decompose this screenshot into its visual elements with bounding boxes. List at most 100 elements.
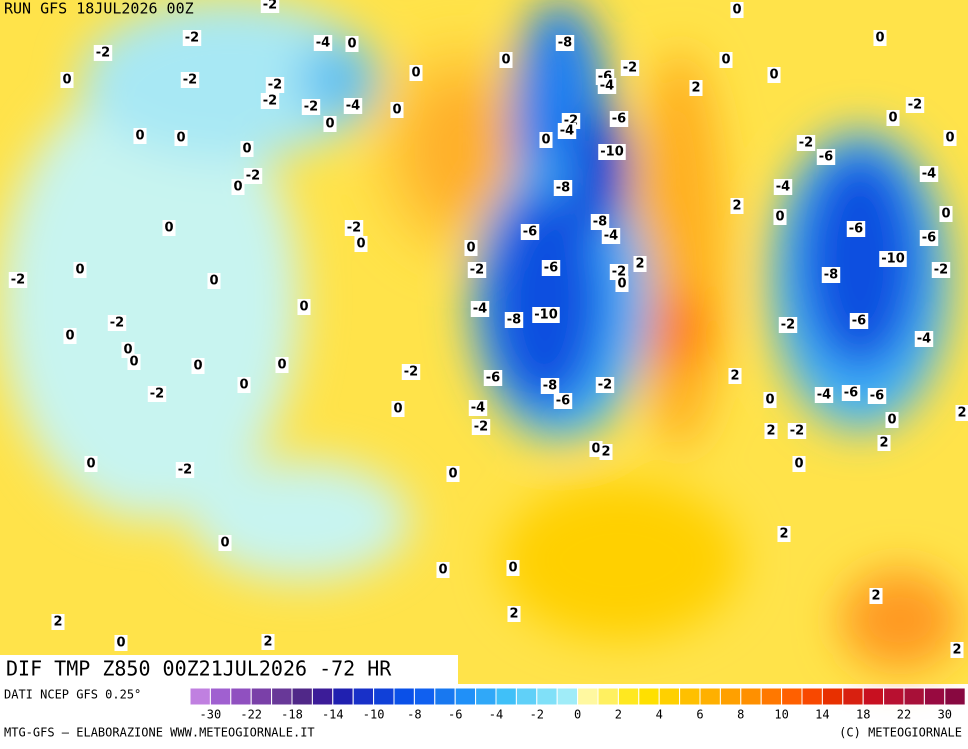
contour-label: 0 [123, 343, 132, 358]
colorbar-box [658, 687, 681, 706]
colorbar-box [230, 687, 252, 706]
contour-label-bg [877, 435, 891, 451]
contour-label: 0 [299, 300, 308, 315]
colorbar-tick-label: -22 [240, 708, 262, 722]
contour-label: 2 [779, 527, 788, 542]
map-title: DIF TMP Z850 00Z21JUL2026 -72 HR [6, 657, 392, 681]
contour-label: -6 [612, 112, 626, 127]
contour-label: 2 [53, 615, 62, 630]
contour-label: 2 [730, 369, 739, 384]
colorbar-tick-label: 2 [615, 708, 622, 722]
contour-label: 0 [541, 133, 550, 148]
contour-label: -2 [183, 73, 197, 88]
colorbar-tick-label: 30 [938, 708, 952, 722]
contour-label-bg [265, 77, 285, 93]
contour-label: 0 [86, 457, 95, 472]
contour-label-bg [261, 634, 275, 650]
contour-label-bg [914, 331, 934, 347]
contour-label-bg [218, 535, 232, 551]
contour-label: -4 [471, 401, 485, 416]
contour-label: 0 [794, 457, 803, 472]
contour-label-bg [51, 614, 65, 630]
colorbar-box [617, 687, 640, 706]
colorbar-box [638, 687, 660, 706]
contour-label-bg [464, 240, 478, 256]
contour-label-bg [345, 36, 359, 52]
contour-label-bg [470, 301, 490, 317]
colorbar-box [434, 687, 456, 706]
contour-label-bg [557, 123, 577, 139]
contour-label: 0 [65, 329, 74, 344]
contour-label-bg [919, 166, 939, 182]
colorbar-box [821, 687, 844, 706]
contour-label: -2 [623, 61, 637, 76]
contour-label-bg [73, 262, 87, 278]
contour-label: -4 [346, 99, 360, 114]
contour-label: 2 [766, 424, 775, 439]
colorbar-tick-label: -14 [322, 708, 344, 722]
contour-label-bg [8, 272, 28, 288]
contour-label: 0 [209, 274, 218, 289]
contour-label-bg [879, 251, 907, 267]
contour-label: -8 [558, 36, 572, 51]
colorbar-box [332, 687, 354, 706]
contour-label: 0 [135, 129, 144, 144]
contour-label-bg [796, 135, 816, 151]
contour-label: 0 [193, 359, 202, 374]
colorbar-tick-label: 6 [696, 708, 703, 722]
contour-label-bg [436, 562, 450, 578]
contour-label: 0 [875, 31, 884, 46]
colorbar-tick-label: -6 [448, 708, 462, 722]
contour-label-bg [344, 220, 364, 236]
contour-label-bg [939, 206, 953, 222]
contour-label: -2 [110, 316, 124, 331]
contour-label: -4 [316, 36, 330, 51]
contour-label: 2 [263, 635, 272, 650]
contour-label: -4 [917, 332, 931, 347]
contour-label: -2 [96, 46, 110, 61]
contour-label: -10 [600, 145, 624, 160]
contour-label-bg [689, 80, 703, 96]
colorbar-box [699, 687, 721, 706]
colorbar-tick-label: 14 [815, 708, 829, 722]
contour-label: -2 [799, 136, 813, 151]
contour-label-bg [553, 180, 573, 196]
contour-label: -4 [600, 79, 614, 94]
contour-label-bg [297, 299, 311, 315]
contour-label: -8 [556, 181, 570, 196]
contour-label-bg [499, 52, 513, 68]
contour-label-bg [507, 606, 521, 622]
contour-label-bg [599, 444, 613, 460]
field [0, 0, 960, 670]
contour-label-bg [237, 377, 251, 393]
contour-label-bg [313, 35, 333, 51]
colorbar-tick-label: -10 [363, 708, 385, 722]
contour-label-bg [609, 111, 629, 127]
contour-label: -2 [185, 31, 199, 46]
contour-label-bg [764, 423, 778, 439]
colorbar-box [577, 687, 599, 706]
contour-label-bg [231, 179, 245, 195]
colorbar-box [842, 687, 864, 706]
contour-label: -2 [598, 378, 612, 393]
contour-label: -6 [819, 150, 833, 165]
contour-label: 2 [879, 436, 888, 451]
colorbar-box [189, 687, 211, 706]
contour-label-bg [191, 358, 205, 374]
colorbar-box [903, 687, 925, 706]
contour-label: -2 [908, 98, 922, 113]
contour-label: -2 [263, 0, 277, 13]
contour-label: 0 [176, 131, 185, 146]
contour-label: -6 [849, 222, 863, 237]
contour-label-bg [615, 276, 629, 292]
colorbar-box [801, 687, 823, 706]
contour-label-bg [539, 132, 553, 148]
contour-label: -6 [486, 371, 500, 386]
colorbar: -30 -22 -18 -14 -10 -8 -6 -4 -2 0 2 4 6 8 10 14 18 22 30 [189, 687, 966, 722]
contour-label: -8 [824, 268, 838, 283]
contour-label: -4 [922, 167, 936, 182]
contour-label: 0 [775, 210, 784, 225]
colorbar-tick-label: 0 [574, 708, 581, 722]
contour-label-bg [162, 220, 176, 236]
contour-label: -4 [817, 388, 831, 403]
